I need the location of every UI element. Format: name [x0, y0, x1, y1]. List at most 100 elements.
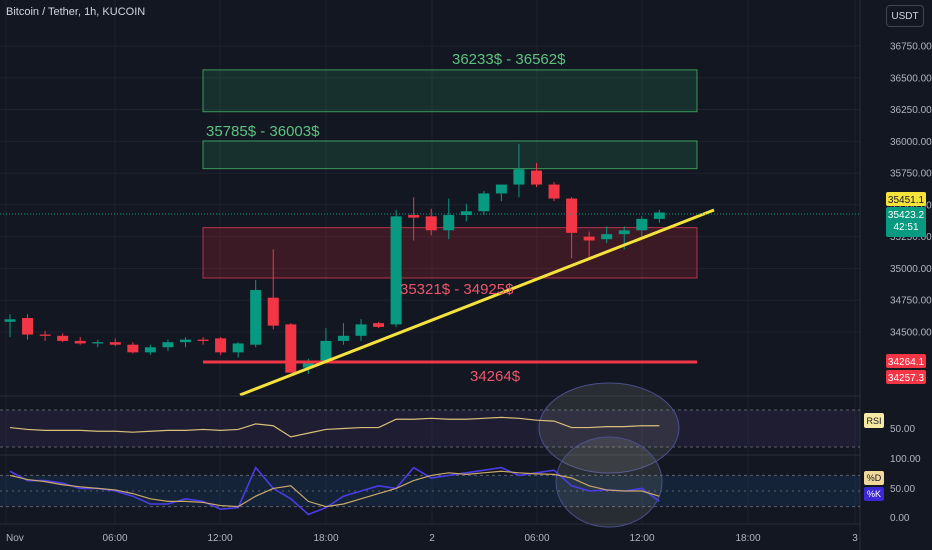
- candle-body: [478, 193, 490, 212]
- time-tick: 3: [852, 533, 858, 544]
- candle-body: [4, 319, 16, 322]
- time-tick: 06:00: [102, 533, 127, 544]
- rsi-label-badge: RSI: [864, 413, 884, 428]
- candle-body: [320, 340, 332, 362]
- price-badge-red-2-text: 34257.3: [888, 373, 925, 384]
- price-badge-last-bg: [886, 207, 926, 237]
- price-badge-upper-bg: [886, 192, 926, 206]
- candle-body: [144, 347, 156, 353]
- candle-body: [460, 211, 472, 216]
- candle-body: [390, 216, 402, 325]
- candle: [425, 208, 437, 236]
- candle-body: [22, 318, 34, 335]
- candle-body: [302, 361, 314, 368]
- candle: [144, 344, 156, 355]
- candle: [583, 231, 595, 260]
- svg-text:%K: %K: [867, 489, 881, 499]
- candle: [460, 203, 472, 222]
- candle-body: [618, 230, 630, 235]
- price-tick: 35750.00: [890, 169, 932, 180]
- price-tick: 34500.00: [890, 328, 932, 339]
- grid-lines: [0, 0, 860, 524]
- rsi-highlight-circle: [538, 382, 680, 474]
- stoch-tick: 100.00: [890, 454, 921, 465]
- candle-body: [373, 323, 385, 327]
- candle-body: [566, 198, 578, 233]
- stoch-k-label-badge: %K: [864, 487, 884, 501]
- candle: [566, 197, 578, 259]
- candle: [22, 314, 34, 340]
- candle-body: [285, 324, 297, 373]
- candle: [57, 333, 69, 343]
- price-tick: 34750.00: [890, 296, 932, 307]
- price-badge-last-text: 35423.2: [888, 210, 925, 221]
- drawing-overlays: [0, 208, 860, 397]
- price-badge-upper: 35451.1: [886, 192, 926, 206]
- rsi-line: [9, 416, 660, 438]
- zone-label-demand: 35321$ - 34925$: [400, 281, 514, 298]
- candle: [513, 143, 525, 198]
- candle: [495, 184, 507, 202]
- candle: [267, 249, 279, 330]
- stochastic-panel[interactable]: [0, 436, 860, 528]
- price-axis[interactable]: 36750.00 36500.00 36250.00 36000.00 35750.00…: [886, 42, 932, 385]
- price-badge-red-2: 34257.3: [886, 370, 926, 384]
- candle: [653, 209, 665, 223]
- candle-body: [127, 344, 139, 353]
- zone-label-upper: 36233$ - 36562$: [452, 51, 566, 68]
- price-tick: 36500.00: [890, 73, 932, 84]
- price-badge-red-1-bg: [886, 354, 926, 368]
- price-badge-red-1: 34264.1: [886, 354, 926, 368]
- candle-body: [408, 215, 420, 218]
- candles-layer: [4, 143, 665, 374]
- zone-labels: 36233$ - 36562$ 35785$ - 36003$ 35321$ - 3…: [206, 51, 566, 385]
- candle-body: [337, 335, 349, 341]
- candle: [74, 337, 86, 345]
- stoch-k-line: [9, 466, 660, 516]
- price-tick: 36000.00: [890, 137, 932, 148]
- candle: [285, 323, 297, 373]
- price-badge-red-1-text: 34264.1: [888, 357, 925, 368]
- candle: [320, 328, 332, 364]
- candle-body: [232, 343, 244, 353]
- supply-zone: [202, 140, 698, 170]
- time-axis[interactable]: Nov 06:00 12:00 18:00 2 06:00 12:00 18:00 3: [6, 533, 858, 544]
- candle-body: [215, 338, 227, 353]
- candle-body: [495, 184, 507, 194]
- candle: [92, 339, 104, 348]
- price-tick: 35250.00: [890, 232, 932, 243]
- currency-button[interactable]: USDT: [886, 5, 924, 27]
- candle: [373, 321, 385, 329]
- price-badge-red-2-bg: [886, 370, 926, 384]
- symbol-title[interactable]: Bitcoin / Tether, 1h, KUCOIN: [6, 6, 146, 18]
- time-tick: 12:00: [207, 533, 232, 544]
- price-badge-last-text: 42:51: [893, 222, 918, 233]
- time-tick: 12:00: [629, 533, 654, 544]
- price-badge-upper-text: 35451.1: [888, 195, 925, 206]
- candle: [636, 216, 648, 238]
- price-tick: 35000.00: [890, 264, 932, 275]
- candle: [232, 342, 244, 358]
- candle-body: [548, 184, 560, 199]
- candle-body: [92, 342, 104, 344]
- candle-body: [197, 339, 209, 341]
- zone-label-middle: 35785$ - 36003$: [206, 123, 320, 140]
- candle-body: [250, 290, 262, 345]
- candle: [39, 330, 51, 341]
- candle: [355, 319, 367, 341]
- price-tick: 36750.00: [890, 42, 932, 53]
- candle: [215, 337, 227, 355]
- support-label: 34264$: [470, 368, 521, 385]
- candle: [162, 339, 174, 352]
- rsi-panel[interactable]: [0, 382, 860, 474]
- candle-body: [583, 236, 595, 241]
- rsi-tick: 50.00: [890, 424, 915, 435]
- candle-body: [531, 170, 542, 185]
- candle-body: [355, 324, 367, 336]
- time-tick: 18:00: [735, 533, 760, 544]
- candle: [4, 314, 16, 338]
- rsi-band: [0, 410, 860, 447]
- stoch-tick: 50.00: [890, 484, 915, 495]
- price-badge-last: 35423.242:51: [886, 207, 926, 237]
